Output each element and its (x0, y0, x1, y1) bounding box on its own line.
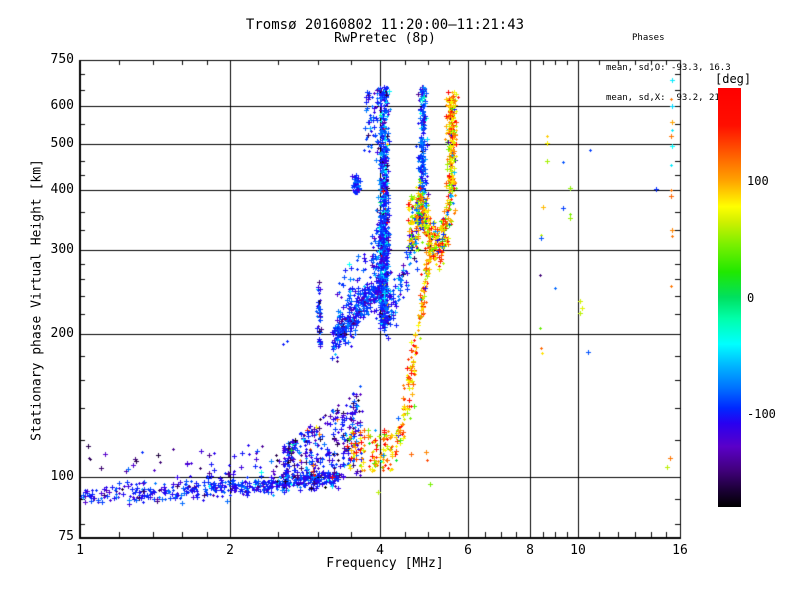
y-tick-label: 400 (50, 182, 74, 197)
x-tick-label: 8 (526, 543, 534, 558)
x-tick-label: 10 (570, 543, 586, 558)
y-tick-label: 100 (50, 469, 74, 484)
colorbar-unit-label: [deg] (715, 72, 752, 86)
x-tick-label: 4 (376, 543, 384, 558)
y-tick-label: 750 (50, 52, 74, 67)
y-tick-label: 600 (50, 98, 74, 113)
colorbar-gradient (718, 88, 741, 507)
y-tick-label: 200 (50, 326, 74, 341)
colorbar-tick-label: 0 (747, 291, 755, 305)
x-tick-label: 16 (672, 543, 688, 558)
colorbar-tick-label: 100 (747, 174, 769, 188)
x-tick-label: 2 (226, 543, 234, 558)
x-tick-label: 6 (464, 543, 472, 558)
y-tick-label: 75 (58, 529, 74, 544)
colorbar-tick-label: -100 (747, 407, 776, 421)
y-tick-label: 500 (50, 136, 74, 151)
x-tick-label: 1 (76, 543, 84, 558)
y-tick-label: 300 (50, 242, 74, 257)
